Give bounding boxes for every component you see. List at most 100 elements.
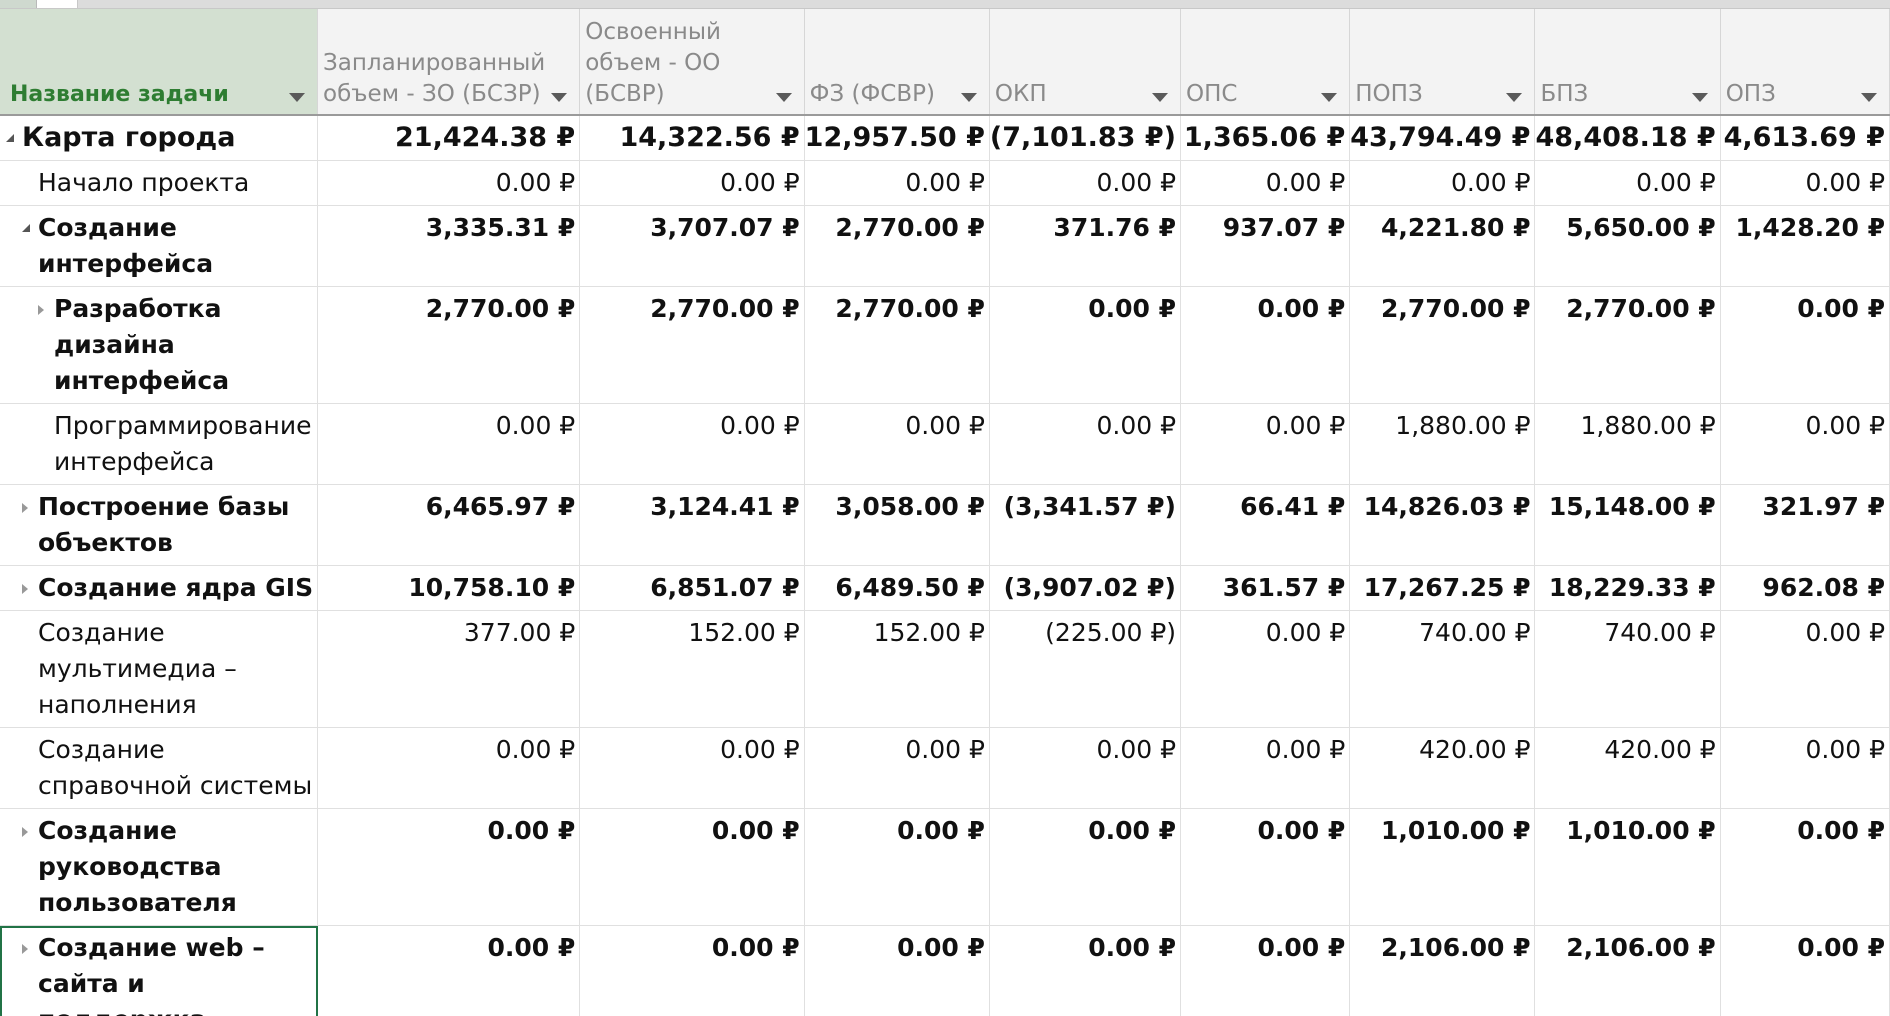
value-cell[interactable]: 15,148.00 ₽ [1534, 484, 1721, 566]
value-cell[interactable]: 420.00 ₽ [1534, 727, 1721, 809]
value-cell[interactable]: 0.00 ₽ [317, 727, 581, 809]
value-cell[interactable]: 1,428.20 ₽ [1720, 205, 1890, 287]
value-cell[interactable]: 962.08 ₽ [1720, 565, 1890, 611]
task-name-cell[interactable]: Разработка дизайна интерфейса [0, 286, 319, 404]
table-row[interactable]: Карта города 21,424.38 ₽14,322.56 ₽12,957… [0, 115, 1890, 161]
value-cell[interactable]: 0.00 ₽ [579, 727, 805, 809]
task-name-cell[interactable]: Создание ядра GIS [0, 565, 319, 611]
task-name-cell[interactable]: Создание web – сайта и поддержка [0, 925, 319, 1016]
value-cell[interactable]: 1,010.00 ₽ [1534, 808, 1721, 926]
value-cell[interactable]: 17,267.25 ₽ [1349, 565, 1536, 611]
value-cell[interactable]: 0.00 ₽ [989, 403, 1182, 485]
value-cell[interactable]: 12,957.50 ₽ [804, 115, 990, 161]
sheet-tab-active[interactable] [0, 0, 37, 8]
value-cell[interactable]: 377.00 ₽ [317, 610, 581, 728]
value-cell[interactable]: 2,770.00 ₽ [804, 286, 990, 404]
value-cell[interactable]: 43,794.49 ₽ [1349, 115, 1536, 161]
value-cell[interactable]: 0.00 ₽ [1720, 925, 1890, 1016]
value-cell[interactable]: 0.00 ₽ [1180, 727, 1351, 809]
value-cell[interactable]: 0.00 ₽ [804, 403, 990, 485]
expand-triangle-icon[interactable] [22, 584, 28, 594]
column-header-planned-value[interactable]: Запланированный объем - ЗО (БСЗР) [317, 9, 581, 116]
expand-triangle-icon[interactable] [22, 503, 28, 513]
task-name-cell[interactable]: Создание справочной системы [0, 727, 319, 809]
value-cell[interactable]: 2,770.00 ₽ [317, 286, 581, 404]
value-cell[interactable]: 0.00 ₽ [1180, 925, 1351, 1016]
column-header-estimate-at-completion[interactable]: ПОПЗ [1349, 9, 1536, 116]
value-cell[interactable]: 0.00 ₽ [1180, 286, 1351, 404]
value-cell[interactable]: (225.00 ₽) [989, 610, 1182, 728]
value-cell[interactable]: 321.97 ₽ [1720, 484, 1890, 566]
value-cell[interactable]: 66.41 ₽ [1180, 484, 1351, 566]
value-cell[interactable]: 14,826.03 ₽ [1349, 484, 1536, 566]
filter-dropdown-icon[interactable] [289, 93, 306, 102]
column-header-task-name[interactable]: Название задачи [0, 9, 319, 116]
value-cell[interactable]: 740.00 ₽ [1534, 610, 1721, 728]
table-row[interactable]: Создание интерфейса 3,335.31 ₽3,707.07 ₽2… [0, 205, 1890, 287]
task-name-cell[interactable]: Начало проекта [0, 160, 319, 206]
value-cell[interactable]: 0.00 ₽ [579, 808, 805, 926]
value-cell[interactable]: 420.00 ₽ [1349, 727, 1536, 809]
column-header-cost-variance[interactable]: ОПС [1180, 9, 1351, 116]
value-cell[interactable]: 0.00 ₽ [317, 925, 581, 1016]
value-cell[interactable]: 10,758.10 ₽ [317, 565, 581, 611]
task-name-cell[interactable]: Программирование интерфейса [0, 403, 319, 485]
value-cell[interactable]: 3,124.41 ₽ [579, 484, 805, 566]
table-row[interactable]: Создание ядра GIS 10,758.10 ₽6,851.07 ₽6,… [0, 565, 1890, 611]
column-header-actual-cost[interactable]: ФЗ (ФСВР) [804, 9, 990, 116]
filter-dropdown-icon[interactable] [1861, 93, 1877, 102]
value-cell[interactable]: 4,613.69 ₽ [1720, 115, 1890, 161]
value-cell[interactable]: 2,770.00 ₽ [804, 205, 990, 287]
value-cell[interactable]: 0.00 ₽ [579, 925, 805, 1016]
column-header-variance-at-completion[interactable]: ОПЗ [1720, 9, 1890, 116]
value-cell[interactable]: 0.00 ₽ [989, 925, 1182, 1016]
value-cell[interactable]: 740.00 ₽ [1349, 610, 1536, 728]
expand-triangle-icon[interactable] [38, 305, 44, 315]
value-cell[interactable]: 18,229.33 ₽ [1534, 565, 1721, 611]
value-cell[interactable]: 3,335.31 ₽ [317, 205, 581, 287]
value-cell[interactable]: 0.00 ₽ [804, 925, 990, 1016]
table-row[interactable]: Программирование интерфейса 0.00 ₽0.00 ₽0… [0, 403, 1890, 485]
filter-dropdown-icon[interactable] [1152, 93, 1168, 102]
table-row[interactable]: Создание мультимедиа – наполнения 377.00 … [0, 610, 1890, 728]
filter-dropdown-icon[interactable] [1321, 93, 1338, 102]
value-cell[interactable]: 361.57 ₽ [1180, 565, 1351, 611]
value-cell[interactable]: 6,465.97 ₽ [317, 484, 581, 566]
table-row[interactable]: Создание web – сайта и поддержка0.00 ₽0.… [0, 925, 1890, 1016]
task-name-cell[interactable]: Создание мультимедиа – наполнения [0, 610, 319, 728]
value-cell[interactable]: 937.07 ₽ [1180, 205, 1351, 287]
value-cell[interactable]: 152.00 ₽ [804, 610, 990, 728]
value-cell[interactable]: 0.00 ₽ [989, 160, 1182, 206]
value-cell[interactable]: 0.00 ₽ [804, 808, 990, 926]
value-cell[interactable]: 3,058.00 ₽ [804, 484, 990, 566]
value-cell[interactable]: 2,770.00 ₽ [1534, 286, 1721, 404]
value-cell[interactable]: (3,907.02 ₽) [989, 565, 1182, 611]
task-name-cell[interactable]: Создание интерфейса [0, 205, 319, 287]
task-name-cell[interactable]: Построение базы объектов [0, 484, 319, 566]
collapse-triangle-icon[interactable] [6, 134, 14, 142]
value-cell[interactable]: 48,408.18 ₽ [1534, 115, 1721, 161]
value-cell[interactable]: 0.00 ₽ [989, 286, 1182, 404]
filter-dropdown-icon[interactable] [551, 93, 568, 102]
value-cell[interactable]: 1,010.00 ₽ [1349, 808, 1536, 926]
value-cell[interactable]: 21,424.38 ₽ [317, 115, 581, 161]
value-cell[interactable]: 0.00 ₽ [1180, 403, 1351, 485]
value-cell[interactable]: 0.00 ₽ [1534, 160, 1721, 206]
value-cell[interactable]: 0.00 ₽ [579, 403, 805, 485]
value-cell[interactable]: 0.00 ₽ [1720, 610, 1890, 728]
expand-triangle-icon[interactable] [22, 944, 28, 954]
table-row[interactable]: Разработка дизайна интерфейса 2,770.00 ₽2… [0, 286, 1890, 404]
value-cell[interactable]: 0.00 ₽ [1720, 160, 1890, 206]
value-cell[interactable]: 0.00 ₽ [1720, 403, 1890, 485]
value-cell[interactable]: 2,770.00 ₽ [579, 286, 805, 404]
value-cell[interactable]: 371.76 ₽ [989, 205, 1182, 287]
filter-dropdown-icon[interactable] [775, 93, 792, 102]
table-row[interactable]: Построение базы объектов 6,465.97 ₽3,124.… [0, 484, 1890, 566]
value-cell[interactable]: 2,106.00 ₽ [1349, 925, 1536, 1016]
task-name-cell[interactable]: Карта города [0, 115, 319, 161]
value-cell[interactable]: 0.00 ₽ [1180, 610, 1351, 728]
table-row[interactable]: Создание справочной системы 0.00 ₽0.00 ₽0… [0, 727, 1890, 809]
filter-dropdown-icon[interactable] [1691, 93, 1708, 102]
value-cell[interactable]: 0.00 ₽ [1720, 286, 1890, 404]
value-cell[interactable]: 1,880.00 ₽ [1534, 403, 1721, 485]
